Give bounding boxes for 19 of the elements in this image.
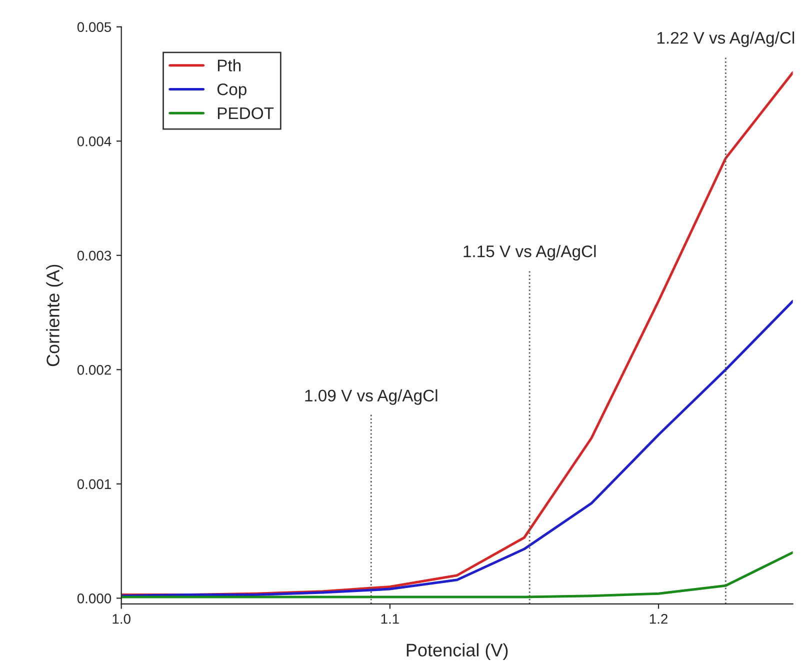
y-axis-title: Corriente (A) — [46, 264, 63, 366]
legend-label: Cop — [217, 83, 246, 99]
x-tick-label: 1.2 — [650, 614, 668, 624]
ref-line-label: 1.22 V vs Ag/Ag/Cl — [657, 32, 794, 48]
x-tick-label: 1.0 — [112, 614, 130, 624]
x-tick-label: 1.1 — [381, 614, 399, 624]
ref-line-label: 1.09 V vs Ag/AgCl — [305, 389, 438, 405]
ref-line-label: 1.15 V vs Ag/AgCl — [464, 245, 596, 261]
y-tick-label: 0.001 — [77, 479, 111, 490]
y-tick-label: 0.000 — [77, 594, 112, 604]
y-tick-label: 0.002 — [77, 364, 111, 375]
legend-label: Pth — [218, 59, 241, 72]
y-tick-label: 0.004 — [77, 136, 112, 146]
y-tick-label: 0.005 — [77, 22, 112, 32]
line-series — [121, 551, 793, 598]
y-tick-label: 0.003 — [77, 250, 112, 261]
x-axis-title: Potencial (V) — [406, 643, 508, 660]
line-series — [121, 300, 793, 598]
legend-label: PEDOT — [218, 107, 274, 120]
